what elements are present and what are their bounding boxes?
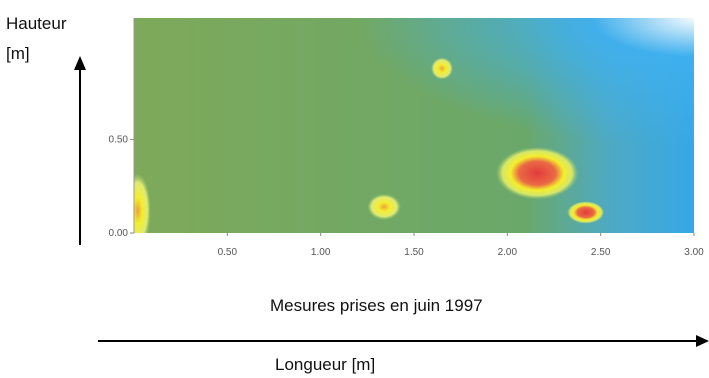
x-tick-label: 2.00 xyxy=(498,247,518,258)
x-ticks: 0.50 1.00 1.50 2.00 2.50 3.00 xyxy=(218,233,704,258)
y-tick-label: 0.00 xyxy=(109,228,129,239)
hotspots-layer xyxy=(134,57,605,233)
y-ticks: 0.00 0.50 xyxy=(109,135,134,239)
x-axis-label: Longueur [m] xyxy=(275,355,376,374)
warm-spot-top xyxy=(430,57,454,80)
hot-spot-main xyxy=(496,147,579,200)
x-tick-label: 2.50 xyxy=(591,247,611,258)
warm-spot-center xyxy=(367,193,401,220)
y-axis-label-line2: [m] xyxy=(6,44,30,63)
warm-edge-left xyxy=(134,173,151,233)
x-tick-label: 1.00 xyxy=(311,247,331,258)
y-tick-label: 0.50 xyxy=(109,135,129,146)
y-axis-label-line1: Hauteur xyxy=(6,14,67,33)
x-tick-label: 0.50 xyxy=(218,247,238,258)
caption: Mesures prises en juin 1997 xyxy=(270,296,483,315)
x-tick-label: 1.50 xyxy=(404,247,424,258)
x-tick-label: 3.00 xyxy=(684,247,704,258)
horizontal-arrow-head xyxy=(696,335,709,347)
hot-spot-small xyxy=(567,201,605,224)
cool-region xyxy=(134,18,694,233)
vertical-arrow-head xyxy=(74,56,86,70)
